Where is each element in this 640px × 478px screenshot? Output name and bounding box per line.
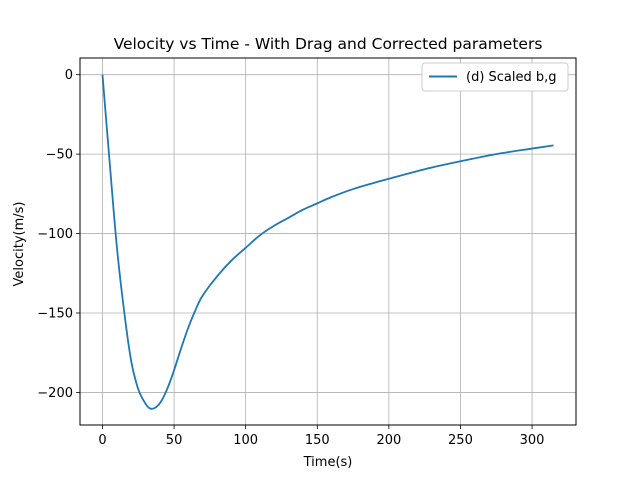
x-tick-label: 300 (520, 433, 545, 448)
y-tick-label: −100 (37, 227, 73, 242)
legend-box (421, 62, 569, 92)
legend-label: (d) Scaled b,g (466, 70, 557, 85)
y-tick-label: 0 (65, 68, 73, 83)
x-tick-label: 200 (376, 433, 401, 448)
x-tick-label: 100 (233, 433, 258, 448)
y-tick-label: −50 (46, 148, 73, 163)
y-tick-label: −150 (37, 306, 73, 321)
series-line (101, 74, 554, 410)
x-tick-label: 150 (305, 433, 330, 448)
x-tick-label: 250 (448, 433, 473, 448)
x-tick-label: 50 (166, 433, 183, 448)
y-tick-label: −200 (37, 386, 73, 401)
x-tick-label: 0 (98, 433, 106, 448)
x-axis-label: Time(s) (303, 455, 353, 470)
chart-title: Velocity vs Time - With Drag and Correct… (114, 35, 543, 53)
ticks: 0 50 100 150 200 250 300 0 −50 −100 −150 −200 (37, 68, 544, 448)
plot-frame (79, 57, 577, 426)
grid (80, 58, 576, 425)
legend: (d) Scaled b,g (421, 62, 569, 92)
y-axis-label: Velocity(m/s) (12, 202, 27, 287)
series-layer (101, 74, 554, 410)
